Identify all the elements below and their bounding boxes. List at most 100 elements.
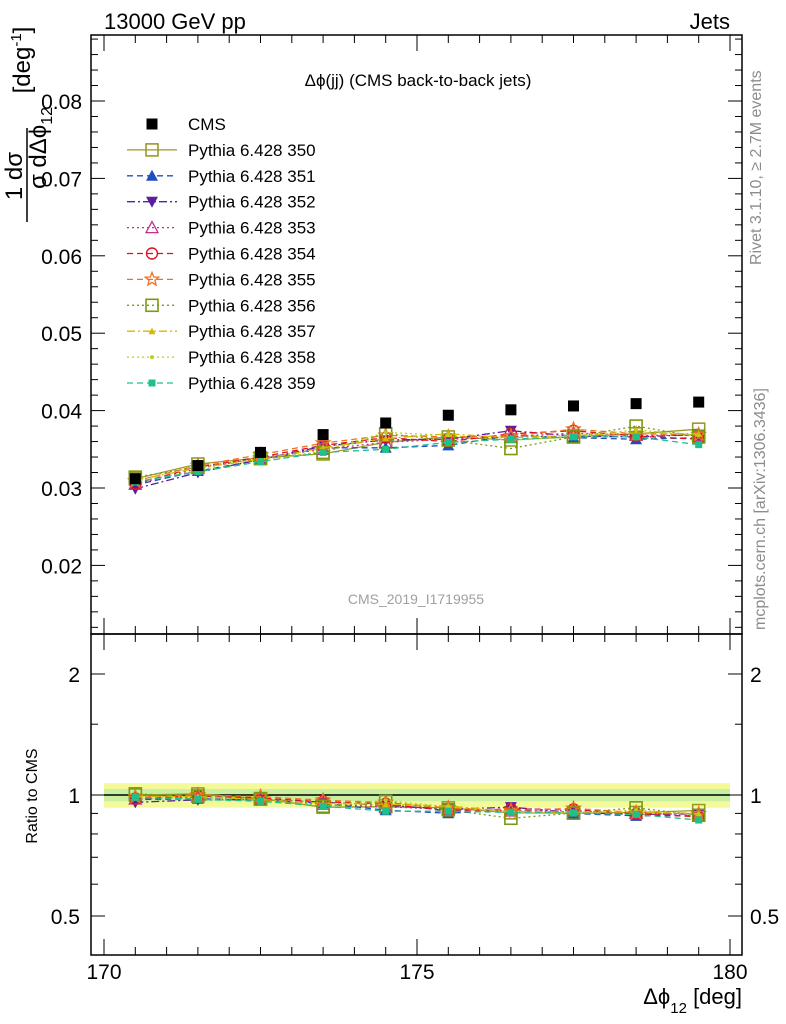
series-pythia-6-428-357 — [131, 429, 703, 484]
legend-marker — [145, 247, 159, 260]
data-point — [690, 425, 708, 442]
ratio-data-point — [695, 816, 703, 824]
legend-label: Pythia 6.428 355 — [188, 270, 316, 289]
ratio-data-point — [319, 802, 327, 810]
legend-label: CMS — [188, 115, 226, 134]
ratio-panel: 170 175 180 0.5 0.5 1 1 2 2 — [51, 633, 779, 984]
data-point — [695, 441, 703, 449]
series-line — [135, 429, 699, 483]
data-point — [507, 435, 515, 443]
y-tick-label: 0.05 — [41, 323, 82, 346]
x-tick-label: 175 — [399, 961, 434, 984]
ratio-series-pythia-6-428-359 — [131, 793, 703, 824]
data-point — [194, 468, 202, 476]
legend-marker — [146, 118, 158, 130]
legend-item: Pythia 6.428 351 — [127, 167, 316, 186]
ratio-series-line — [135, 798, 699, 816]
ratio-series-line — [135, 796, 699, 821]
legend-marker — [148, 327, 156, 335]
y-tick-label: 0.03 — [41, 478, 82, 501]
legend-item: Pythia 6.428 350 — [127, 141, 316, 160]
data-point — [382, 445, 390, 453]
main-panel: 0.02 0.03 0.04 0.05 0.06 0.07 0.08 — [41, 34, 743, 635]
data-point — [505, 404, 517, 416]
series-pythia-6-428-352 — [129, 425, 705, 495]
svg-text:[deg-1]: [deg-1] — [8, 27, 36, 94]
data-point — [317, 429, 329, 441]
legend-marker — [144, 220, 160, 234]
legend-label: Pythia 6.428 353 — [188, 219, 316, 238]
data-point — [446, 433, 451, 438]
legend-item: Pythia 6.428 352 — [127, 193, 316, 212]
ratio-data-point — [507, 808, 515, 816]
series-line — [135, 425, 699, 478]
data-point — [383, 430, 388, 435]
y-tick-label: 0.06 — [41, 246, 82, 269]
data-point — [632, 433, 640, 441]
legend-label: Pythia 6.428 357 — [188, 322, 316, 341]
legend-label: Pythia 6.428 358 — [188, 348, 316, 367]
series-pythia-6-428-350 — [128, 422, 706, 486]
ratio-data-point — [131, 793, 139, 801]
x-axis-label: Δϕ12 [deg] — [643, 984, 742, 1017]
legend-label: Pythia 6.428 359 — [188, 374, 316, 393]
data-point — [444, 438, 452, 446]
data-point — [129, 473, 141, 485]
legend-item: Pythia 6.428 359 — [127, 374, 316, 393]
y-tick-label: 0.04 — [41, 401, 82, 424]
legend-label: Pythia 6.428 354 — [188, 245, 316, 264]
series-pythia-6-428-355 — [126, 420, 708, 489]
main-title: Δϕ(jj) (CMS back-to-back jets) — [305, 71, 532, 90]
series-pythia-6-428-356 — [128, 419, 706, 484]
main-y-axis-label: 1 dσ σ dΔϕ12 [deg-1] — [1, 27, 56, 222]
legend-marker — [146, 196, 158, 208]
series-pythia-6-428-351 — [129, 429, 705, 490]
header-left: 13000 GeV pp — [104, 9, 246, 34]
legend-marker — [148, 379, 156, 387]
ratio-data-point — [382, 807, 390, 815]
y-tick-label: 0.08 — [41, 91, 82, 114]
legend: CMS Pythia 6.428 350 Pythia 6.428 351 Pythi… — [127, 115, 316, 393]
ratio-y-tick-label-right: 1 — [750, 785, 762, 808]
ratio-y-tick-label: 2 — [68, 664, 80, 687]
ratio-data-point — [382, 800, 390, 808]
ratio-series-line — [135, 793, 699, 819]
legend-item: Pythia 6.428 353 — [127, 219, 316, 238]
y-tick-label: 0.02 — [41, 555, 82, 578]
ratio-data-point — [257, 797, 264, 805]
ratio-y-tick-label: 1 — [68, 785, 80, 808]
svg-text:1 dσ: 1 dσ — [1, 152, 28, 200]
ratio-data-point — [632, 810, 640, 818]
data-point — [634, 427, 639, 432]
data-point — [442, 409, 454, 421]
legend-label: Pythia 6.428 351 — [188, 167, 316, 186]
data-point — [257, 458, 264, 466]
legend-marker — [143, 270, 161, 287]
legend-marker — [150, 355, 154, 360]
data-point — [319, 448, 327, 456]
series-line — [135, 436, 699, 483]
legend-marker — [145, 298, 159, 313]
legend-marker — [145, 143, 159, 157]
data-point — [570, 433, 577, 441]
side-label-mcplots: mcplots.cern.ch [arXiv:1306.3436] — [752, 388, 769, 630]
data-point — [693, 396, 705, 408]
y-tick-label: 0.07 — [41, 168, 82, 191]
legend-label: Pythia 6.428 356 — [188, 296, 316, 315]
ratio-data-point — [444, 807, 452, 815]
ratio-series-line — [135, 796, 699, 815]
series-line — [135, 432, 699, 485]
side-label-rivet: Rivet 3.1.10, ≥ 2.7M events — [748, 70, 765, 265]
data-point — [192, 460, 204, 472]
legend-item: Pythia 6.428 354 — [127, 245, 316, 264]
header-right: Jets — [690, 9, 730, 34]
series-line — [135, 428, 699, 480]
ratio-y-tick-label-right: 0.5 — [750, 906, 779, 929]
legend-item: CMS — [146, 115, 226, 134]
legend-item: Pythia 6.428 357 — [127, 322, 316, 341]
x-tick-label: 180 — [712, 961, 747, 984]
data-point — [380, 417, 392, 429]
ratio-y-tick-label-right: 2 — [750, 664, 762, 687]
ratio-y-tick-label: 0.5 — [51, 906, 80, 929]
